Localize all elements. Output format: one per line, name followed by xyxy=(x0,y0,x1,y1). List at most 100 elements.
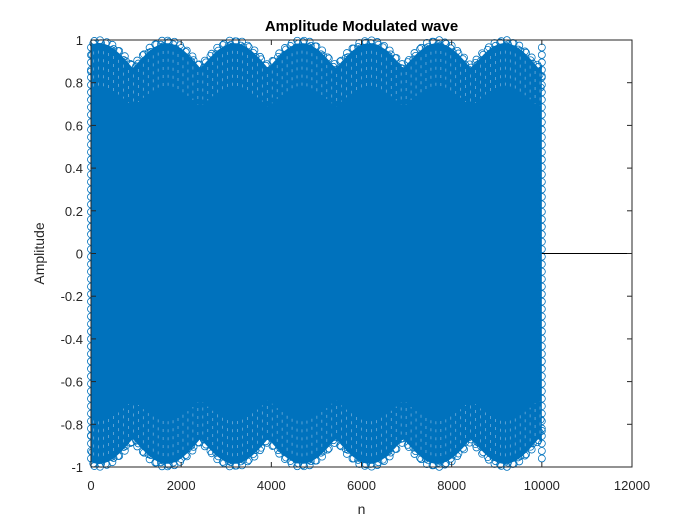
stem-marker xyxy=(385,452,394,461)
stem-marker xyxy=(528,439,537,448)
stem-marker xyxy=(537,426,546,435)
stem-marker xyxy=(537,163,546,171)
stem-marker xyxy=(229,437,237,446)
stem-marker xyxy=(266,79,275,88)
stem-marker xyxy=(235,445,244,454)
stem-marker xyxy=(499,60,508,68)
stem-marker xyxy=(433,446,441,455)
stem-marker xyxy=(91,44,100,52)
stem-marker xyxy=(239,455,248,464)
stem-marker xyxy=(437,443,446,452)
y-tick-label: -1 xyxy=(71,460,83,475)
stem-marker xyxy=(537,409,546,418)
stem-marker xyxy=(182,452,191,461)
stem-marker xyxy=(198,421,207,430)
y-axis-ticks: 1 0.8 0.6 0.4 0.2 0 -0.2 -0.4 -0.6 -0.8 -1 xyxy=(61,33,632,475)
stem-marker xyxy=(167,65,175,73)
stem-marker xyxy=(365,50,374,59)
stem-marker xyxy=(161,59,170,68)
x-tick-label: 2000 xyxy=(167,478,196,493)
stem-marker xyxy=(227,445,236,454)
stem-marker xyxy=(108,458,117,467)
x-axis-label: n xyxy=(358,501,366,517)
stem-marker xyxy=(515,457,524,466)
stem-marker xyxy=(521,47,529,56)
x-axis-ticks: 0 2000 4000 6000 8000 10000 12000 xyxy=(87,40,650,493)
stem-marker xyxy=(200,56,209,65)
stem-marker xyxy=(384,447,393,456)
stem-marker xyxy=(412,436,421,445)
stem-marker xyxy=(427,46,436,55)
stem-marker xyxy=(116,56,125,64)
stem-highlights xyxy=(93,50,541,457)
stem-marker xyxy=(285,53,294,62)
stem-marker xyxy=(164,460,173,469)
stem-marker xyxy=(537,118,546,127)
stem-marker xyxy=(419,65,428,74)
stem-marker xyxy=(111,429,120,437)
stem-marker xyxy=(241,435,250,444)
stem-marker xyxy=(189,56,198,65)
stem-marker xyxy=(437,55,446,64)
stem-marker xyxy=(472,443,481,452)
stem-marker xyxy=(317,50,325,59)
stem-marker xyxy=(402,68,411,77)
stem-marker xyxy=(522,48,530,57)
stem-marker xyxy=(216,431,225,440)
stem-marker xyxy=(278,432,287,441)
stem-marker xyxy=(401,83,410,92)
stem-marker xyxy=(459,55,467,63)
stem-marker xyxy=(513,441,521,450)
stem-marker xyxy=(115,47,124,55)
stem-marker xyxy=(374,458,383,467)
stem-marker xyxy=(433,52,441,61)
stem-marker xyxy=(205,62,214,71)
stem-marker xyxy=(395,75,404,83)
stem-marker xyxy=(420,57,429,66)
stem-marker xyxy=(492,53,501,61)
stem-marker xyxy=(537,178,546,186)
stem-marker xyxy=(227,53,236,62)
stem-marker xyxy=(337,56,346,65)
stem-marker xyxy=(537,379,546,388)
stem-marker xyxy=(516,452,525,460)
stem-marker xyxy=(93,442,102,450)
stem-marker xyxy=(238,37,246,46)
stem-marker xyxy=(408,68,417,77)
stem-marker xyxy=(291,441,299,450)
stem-marker xyxy=(478,449,487,458)
stem-marker xyxy=(363,450,372,458)
y-axis-label: Amplitude xyxy=(31,222,47,284)
stem-marker xyxy=(537,73,546,82)
stem-marker xyxy=(306,457,315,466)
stem-marker xyxy=(324,54,333,63)
stem-marker xyxy=(132,62,140,71)
stem-marker xyxy=(185,69,193,77)
stem-marker xyxy=(537,282,546,291)
stem-marker xyxy=(464,65,473,74)
stem-marker xyxy=(440,38,449,47)
stem-marker xyxy=(353,55,361,64)
stem-marker xyxy=(506,435,515,444)
stem-marker xyxy=(313,51,322,60)
stem-marker xyxy=(515,41,524,50)
stem-marker xyxy=(275,449,284,458)
stem-marker xyxy=(129,82,138,91)
stem-marker xyxy=(537,305,546,313)
stem-marker xyxy=(185,430,193,438)
stem-marker xyxy=(271,419,280,428)
stem-marker xyxy=(257,55,266,64)
stem-marker xyxy=(537,222,546,231)
stem-marker xyxy=(147,60,156,68)
stem-marker xyxy=(537,417,546,426)
stem-marker xyxy=(98,448,107,457)
stem-marker xyxy=(537,267,546,276)
stem-marker xyxy=(460,445,468,454)
stem-marker xyxy=(156,40,165,49)
stem-marker xyxy=(200,442,209,451)
stem-marker xyxy=(518,69,527,77)
stem-marker xyxy=(356,44,365,53)
stem-marker xyxy=(537,193,546,201)
stem-marker xyxy=(168,447,177,456)
